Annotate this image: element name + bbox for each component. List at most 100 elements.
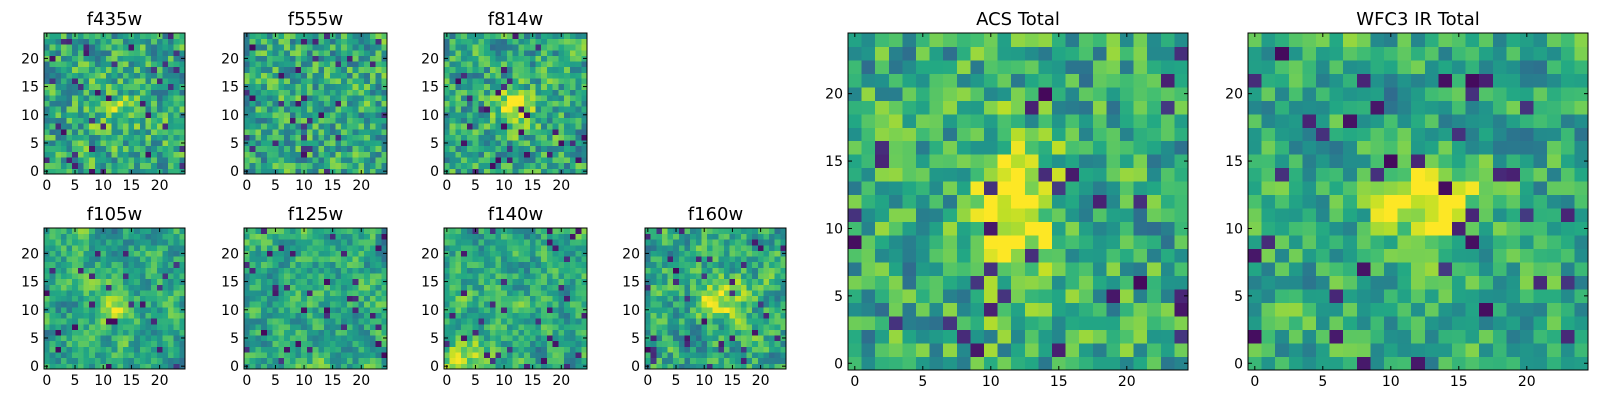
- heatmap-cell: [375, 168, 382, 175]
- heatmap-cell: [381, 233, 388, 240]
- heatmap-cell: [861, 221, 876, 236]
- heatmap-cell: [757, 244, 764, 251]
- heatmap-cell: [352, 134, 359, 141]
- heatmap-cell: [341, 106, 348, 113]
- heatmap-cell: [650, 357, 657, 364]
- heatmap-cell: [306, 83, 314, 90]
- heatmap-cell: [173, 340, 180, 347]
- heatmap-cell: [72, 95, 79, 102]
- heatmap-cell: [122, 284, 129, 291]
- heatmap-cell: [289, 55, 296, 62]
- heatmap-cell: [335, 295, 342, 302]
- heatmap-cell: [89, 284, 96, 291]
- heatmap-cell: [916, 329, 930, 344]
- heatmap-cell: [472, 134, 479, 141]
- heatmap-cell: [656, 363, 663, 370]
- heatmap-cell: [66, 340, 73, 347]
- heatmap-cell: [255, 66, 262, 73]
- heatmap-cell: [695, 261, 702, 268]
- heatmap-cell: [875, 356, 890, 371]
- heatmap-cell: [735, 250, 742, 257]
- heatmap-cell: [329, 267, 336, 274]
- heatmap-cell: [495, 78, 502, 85]
- heatmap-cell: [673, 295, 680, 302]
- heatmap-cell: [684, 239, 691, 246]
- heatmap-cell: [484, 100, 491, 107]
- heatmap-cell: [255, 284, 262, 291]
- heatmap-cell: [312, 301, 319, 308]
- heatmap-cell: [929, 221, 944, 236]
- heatmap-cell: [943, 194, 958, 209]
- heatmap-cell: [667, 312, 674, 319]
- heatmap-cell: [535, 244, 542, 251]
- heatmap-cell: [729, 250, 736, 257]
- heatmap-cell: [369, 168, 376, 175]
- heatmap-cell: [301, 256, 308, 263]
- heatmap-cell: [381, 256, 388, 263]
- heatmap-cell: [83, 346, 90, 353]
- heatmap-cell: [312, 38, 319, 45]
- heatmap-cell: [718, 329, 725, 336]
- heatmap-cell: [278, 335, 285, 342]
- heatmap-cell: [506, 95, 514, 102]
- heatmap-cell: [369, 239, 376, 246]
- heatmap-cell: [278, 244, 285, 251]
- heatmap-cell: [541, 295, 548, 302]
- heatmap-cell: [145, 329, 152, 336]
- heatmap-cell: [1079, 275, 1094, 290]
- heatmap-cell: [552, 329, 559, 336]
- heatmap-cell: [535, 61, 542, 68]
- heatmap-cell: [569, 335, 576, 342]
- heatmap-cell: [489, 33, 496, 40]
- x-tick-label: 20: [352, 178, 370, 194]
- heatmap-cell: [546, 95, 554, 102]
- heatmap-cell: [478, 100, 485, 107]
- heatmap-cell: [128, 323, 135, 330]
- heatmap-cell: [173, 256, 180, 263]
- heatmap-cell: [524, 162, 531, 169]
- heatmap-cell: [306, 134, 314, 141]
- heatmap-cell: [667, 278, 674, 285]
- heatmap-cell: [518, 312, 525, 319]
- heatmap-cell: [318, 100, 325, 107]
- heatmap-cell: [780, 256, 787, 263]
- heatmap-cell: [690, 318, 697, 325]
- heatmap-cell: [455, 261, 462, 268]
- heatmap-cell: [162, 49, 169, 56]
- heatmap-cell: [1011, 302, 1026, 317]
- heatmap-cell: [49, 168, 56, 175]
- heatmap-cell: [55, 78, 62, 85]
- y-tick-label: 0: [430, 359, 439, 375]
- heatmap-cell: [128, 284, 135, 291]
- heatmap-cell: [455, 295, 462, 302]
- heatmap-cell: [122, 117, 129, 124]
- heatmap-cell: [495, 352, 502, 359]
- heatmap-cell: [162, 278, 169, 285]
- heatmap-cell: [66, 61, 73, 68]
- heatmap-cell: [173, 151, 180, 158]
- heatmap-cell: [318, 318, 325, 325]
- heatmap-cell: [329, 134, 336, 141]
- heatmap-cell: [774, 301, 781, 308]
- heatmap-cell: [77, 228, 84, 235]
- heatmap-cell: [529, 83, 536, 90]
- heatmap-cell: [455, 162, 462, 169]
- heatmap-cell: [695, 233, 702, 240]
- heatmap-cell: [111, 256, 118, 263]
- heatmap-cell: [306, 145, 314, 152]
- heatmap-cell: [106, 162, 113, 169]
- heatmap-cell: [484, 301, 491, 308]
- heatmap-cell: [301, 95, 308, 102]
- heatmap-cell: [375, 128, 382, 135]
- heatmap-cell: [645, 340, 652, 347]
- heatmap-cell: [179, 72, 186, 79]
- heatmap-cell: [134, 295, 141, 302]
- heatmap-cell: [60, 250, 67, 257]
- heatmap-cell: [774, 250, 781, 257]
- heatmap-cell: [902, 289, 917, 303]
- heatmap-cell: [875, 167, 890, 182]
- heatmap-cell: [168, 123, 175, 130]
- heatmap-cell: [478, 290, 485, 297]
- heatmap-cell: [244, 157, 251, 164]
- heatmap-cell: [72, 134, 79, 141]
